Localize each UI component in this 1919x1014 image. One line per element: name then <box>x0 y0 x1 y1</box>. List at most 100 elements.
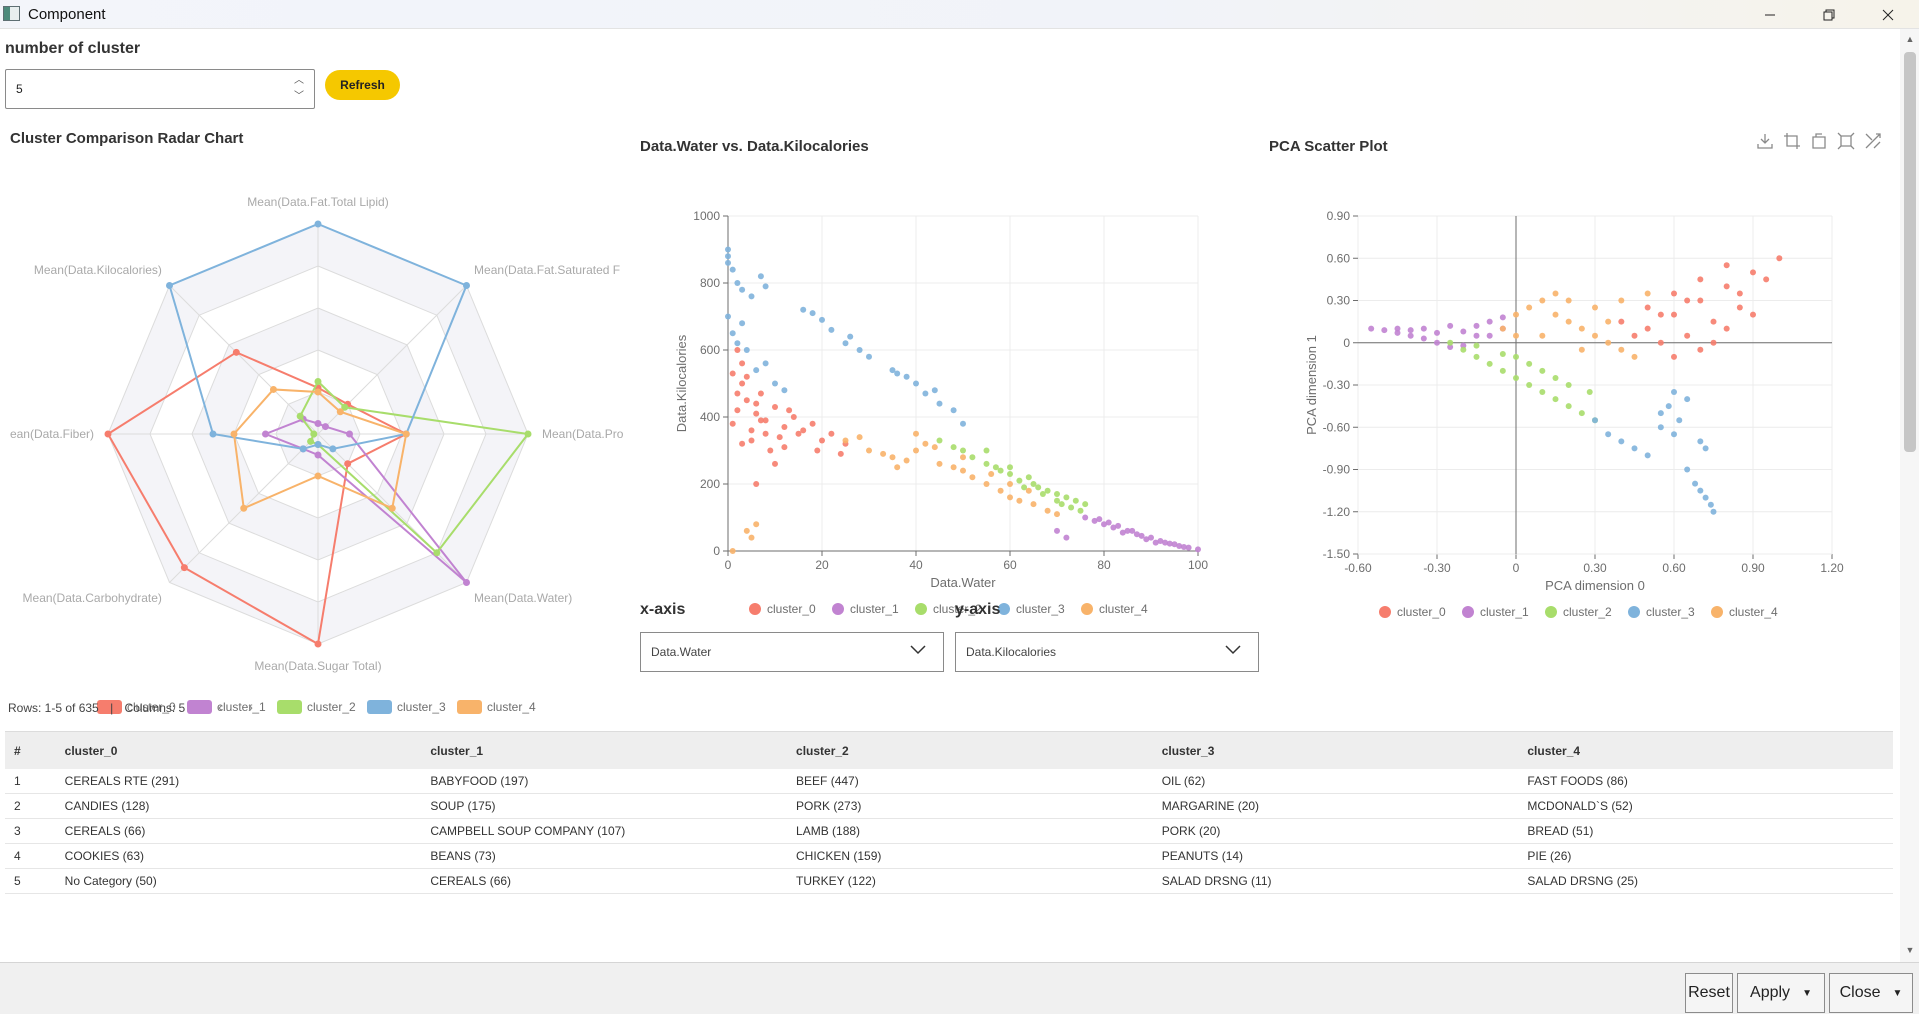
x-axis-label: x-axis <box>640 601 686 618</box>
column-header[interactable]: cluster_4 <box>1527 743 1581 758</box>
scroll-up-icon[interactable]: ▲ <box>1905 34 1915 44</box>
y-tick-label: -0.90 <box>1323 463 1351 477</box>
scatter-point-cluster_3 <box>800 306 807 313</box>
scatter-point-cluster_2 <box>997 467 1004 474</box>
reset-button[interactable]: Reset <box>1685 973 1733 1013</box>
scatter-point-cluster_3 <box>1605 431 1612 438</box>
table-cell: BEANS (73) <box>430 849 496 863</box>
chevron-up-icon[interactable]: ︿ <box>294 75 304 86</box>
x-tick-label: 60 <box>1003 558 1017 572</box>
table-row[interactable]: 1 CEREALS RTE (291) BABYFOOD (197) BEEF … <box>5 769 1893 794</box>
table-cell: CHICKEN (159) <box>796 849 882 863</box>
column-header[interactable]: cluster_0 <box>64 743 118 758</box>
save-icon[interactable] <box>1756 132 1774 150</box>
scatter-point-cluster_3 <box>1684 466 1691 473</box>
scatter-point-cluster_2 <box>1526 382 1533 388</box>
radar-point <box>104 430 112 438</box>
refresh-button[interactable]: Refresh <box>325 70 400 100</box>
column-header[interactable]: cluster_2 <box>796 743 849 758</box>
scatter-point-cluster_1 <box>1124 527 1131 534</box>
y-axis-select[interactable]: Data.Kilocalories <box>955 632 1259 672</box>
legend-label: cluster_1 <box>217 700 266 714</box>
column-header[interactable]: cluster_1 <box>430 743 484 758</box>
scatter-point-cluster_4 <box>1513 311 1519 318</box>
scatter-point-cluster_3 <box>922 390 929 397</box>
scatter-point-cluster_1 <box>1101 521 1107 528</box>
radar-point <box>329 445 337 453</box>
close-button[interactable]: Close ▼ <box>1829 973 1913 1013</box>
x-axis-select[interactable]: Data.Water <box>640 632 944 672</box>
scatter-point-cluster_0 <box>1697 276 1704 283</box>
legend-swatch <box>1081 603 1093 615</box>
chevron-down-icon <box>1225 645 1241 655</box>
table-row[interactable]: 2 CANDIES (128) SOUP (175) PORK (273) MA… <box>5 794 1893 819</box>
radar-point <box>388 504 396 512</box>
column-header[interactable]: cluster_3 <box>1161 743 1215 758</box>
scatter-point-cluster_2 <box>1578 410 1585 417</box>
table-cell: No Category (50) <box>64 874 157 888</box>
scatter-point-cluster_0 <box>757 390 764 397</box>
scatter-point-cluster_2 <box>1486 360 1493 367</box>
brush-icon[interactable] <box>1864 132 1882 150</box>
x-axis-title: Data.Water <box>930 575 996 590</box>
scatter-point-cluster_3 <box>1657 424 1664 431</box>
scatter-point-cluster_1 <box>1091 517 1098 524</box>
scatter-point-cluster_2 <box>1499 351 1506 358</box>
zoom-reset-icon[interactable] <box>1810 132 1828 150</box>
scatter-point-cluster_4 <box>1578 346 1585 353</box>
scatter-point-cluster_1 <box>1499 314 1506 321</box>
table-row[interactable]: 4 COOKIES (63) BEANS (73) CHICKEN (159) … <box>5 844 1893 869</box>
scatter-point-cluster_3 <box>1592 417 1598 424</box>
table-cell: LAMB (188) <box>796 824 861 838</box>
scatter-point-cluster_0 <box>1723 262 1730 269</box>
table-row[interactable]: 3 CEREALS (66) CAMPBELL SOUP COMPANY (10… <box>5 819 1893 844</box>
table-row[interactable]: 5 No Category (50) CEREALS (66) TURKEY (… <box>5 869 1893 894</box>
zoom-icon[interactable] <box>1783 132 1801 150</box>
close-window-button[interactable] <box>1859 0 1917 29</box>
scatter-point-cluster_1 <box>1420 325 1427 332</box>
legend-label: cluster_2 <box>1563 605 1612 619</box>
caret-down-icon[interactable]: ▼ <box>1892 987 1903 999</box>
minimize-button[interactable] <box>1741 0 1799 29</box>
scatter-point-cluster_0 <box>739 360 746 367</box>
next-page-button[interactable]: › <box>248 699 253 716</box>
y-tick-label: -1.50 <box>1323 547 1351 561</box>
column-header[interactable]: # <box>14 743 21 758</box>
apply-button[interactable]: Apply ▼ <box>1737 973 1825 1013</box>
cluster-count-value[interactable]: 5 <box>16 82 23 96</box>
scatter-point-cluster_3 <box>762 283 769 290</box>
scatter-point-cluster_1 <box>1162 539 1169 546</box>
radar-point <box>314 472 322 480</box>
scatter-point-cluster_1 <box>1171 541 1178 548</box>
vertical-scrollbar[interactable]: ▲ ▼ <box>1900 29 1919 962</box>
scatter-point-cluster_1 <box>1138 532 1145 539</box>
scroll-down-icon[interactable]: ▼ <box>1905 945 1915 955</box>
scatter-point-cluster_2 <box>983 447 990 454</box>
scatter-point-cluster_2 <box>1082 501 1089 508</box>
scatter-point-cluster_1 <box>1447 343 1454 350</box>
scatter-point-cluster_4 <box>743 527 750 534</box>
restore-button[interactable] <box>1800 0 1858 29</box>
scatter-point-cluster_4 <box>988 470 995 477</box>
title-bar: Component <box>0 0 1919 29</box>
caret-down-icon[interactable]: ▼ <box>1802 987 1812 999</box>
scatter-point-cluster_2 <box>1044 487 1051 494</box>
chevron-down-icon[interactable]: ﹀ <box>294 91 304 102</box>
scatter-point-cluster_4 <box>753 521 760 528</box>
columns-count: Columns: 5 <box>124 701 186 715</box>
scatter-point-cluster_4 <box>969 474 976 481</box>
cluster-count-stepper[interactable]: 5 ︿ ﹀ <box>5 69 315 109</box>
scatter-point-cluster_4 <box>1578 325 1585 332</box>
radar-indicator-label: Mean(Data.Kilocalories) <box>34 263 162 277</box>
y-axis-title: Data.Kilocalories <box>674 334 689 432</box>
scatter-point-cluster_3 <box>809 310 816 317</box>
scatter-point-cluster_4 <box>1618 297 1625 304</box>
scrollbar-thumb[interactable] <box>1904 52 1916 452</box>
scatter-point-cluster_0 <box>1671 311 1677 318</box>
radar-indicator-label: Mean(Data.Fat.Total Lipid) <box>247 195 388 209</box>
prev-page-button[interactable]: ‹ <box>218 699 223 716</box>
table-cell: PORK (20) <box>1161 824 1221 838</box>
restore-chart-icon[interactable] <box>1837 132 1855 150</box>
legend-swatch <box>1379 606 1391 618</box>
scatter-point-cluster_0 <box>1684 332 1691 339</box>
